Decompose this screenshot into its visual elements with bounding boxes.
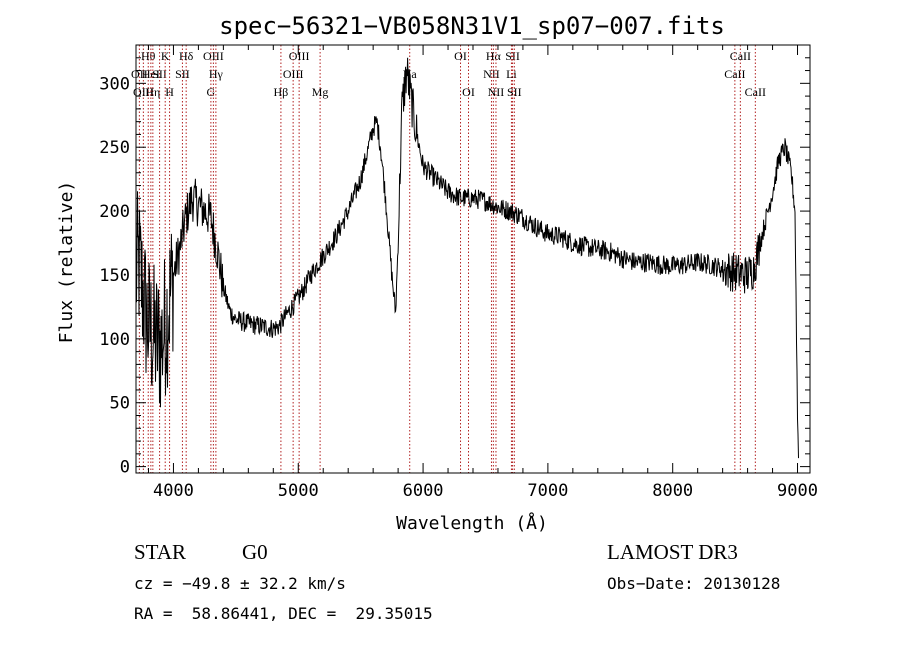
obs-date-label: Obs−Date: 20130128 [607,574,781,593]
emission-line-label: Hη [145,85,160,99]
emission-line-label: NII [488,85,505,99]
y-tick-label: 150 [99,266,130,286]
emission-line-label: Hγ [209,67,224,81]
emission-line-label: OIII [289,49,310,63]
emission-line-label: K [161,49,170,63]
y-tick-label: 50 [110,394,130,414]
emission-line-label: NII [483,67,500,81]
emission-line-label: SII [507,85,522,99]
y-axis-label: Flux (relative) [56,181,77,344]
subclass-label: G0 [242,540,268,564]
emission-line-label: CaII [730,49,751,63]
x-tick-label: 6000 [403,481,444,501]
chart-title: spec−56321−VB058N31V1_sp07−007.fits [219,12,725,40]
emission-line-label: SII [505,49,520,63]
emission-line-label: Hθ [141,49,156,63]
x-axis-label: Wavelength (Å) [396,512,548,534]
x-tick-label: 9000 [777,481,818,501]
y-tick-label: 100 [99,330,130,350]
class-label: STAR [134,540,186,564]
emission-line-label: G [207,85,216,99]
survey-label: LAMOST DR3 [607,540,738,564]
spectrum-line [135,57,799,459]
emission-line-label: CaII [724,67,745,81]
coordinates-label: RA = 58.86441, DEC = 29.35015 [134,604,433,623]
emission-line-label: CaII [745,85,766,99]
emission-line-label: H [165,85,174,99]
x-tick-label: 8000 [652,481,693,501]
y-tick-label: 200 [99,202,130,222]
emission-line-label: SII [175,67,190,81]
emission-line-label: Mg [312,85,329,99]
y-tick-label: 300 [99,74,130,94]
emission-line-label: Hβ [274,85,289,99]
emission-line-markers: OIIOIIIHθHeIHηSIIKHHδSIIGOIIIHγHβOIIIOII… [131,45,766,473]
emission-line-label: OI [454,49,467,63]
emission-line-label: Li [506,67,517,81]
y-tick-label: 250 [99,138,130,158]
emission-line-label: OIII [283,67,304,81]
emission-line-label: HeI [142,67,160,81]
emission-line-label: Hδ [179,49,194,63]
emission-line-label: OIII [203,49,224,63]
x-axis: 4000 5000 6000 7000 8000 9000 [147,45,818,501]
emission-line-label: SII [152,67,167,81]
y-axis: 0 50 100 150 200 250 300 [99,57,810,478]
x-tick-label: 4000 [153,481,194,501]
emission-line-label: OI [462,85,475,99]
emission-line-label: Hα [486,49,502,63]
redshift-label: cz = −49.8 ± 32.2 km/s [134,574,346,593]
y-tick-label: 0 [120,458,130,478]
plot-area [135,57,799,459]
x-tick-label: 7000 [527,481,568,501]
x-tick-label: 5000 [278,481,319,501]
